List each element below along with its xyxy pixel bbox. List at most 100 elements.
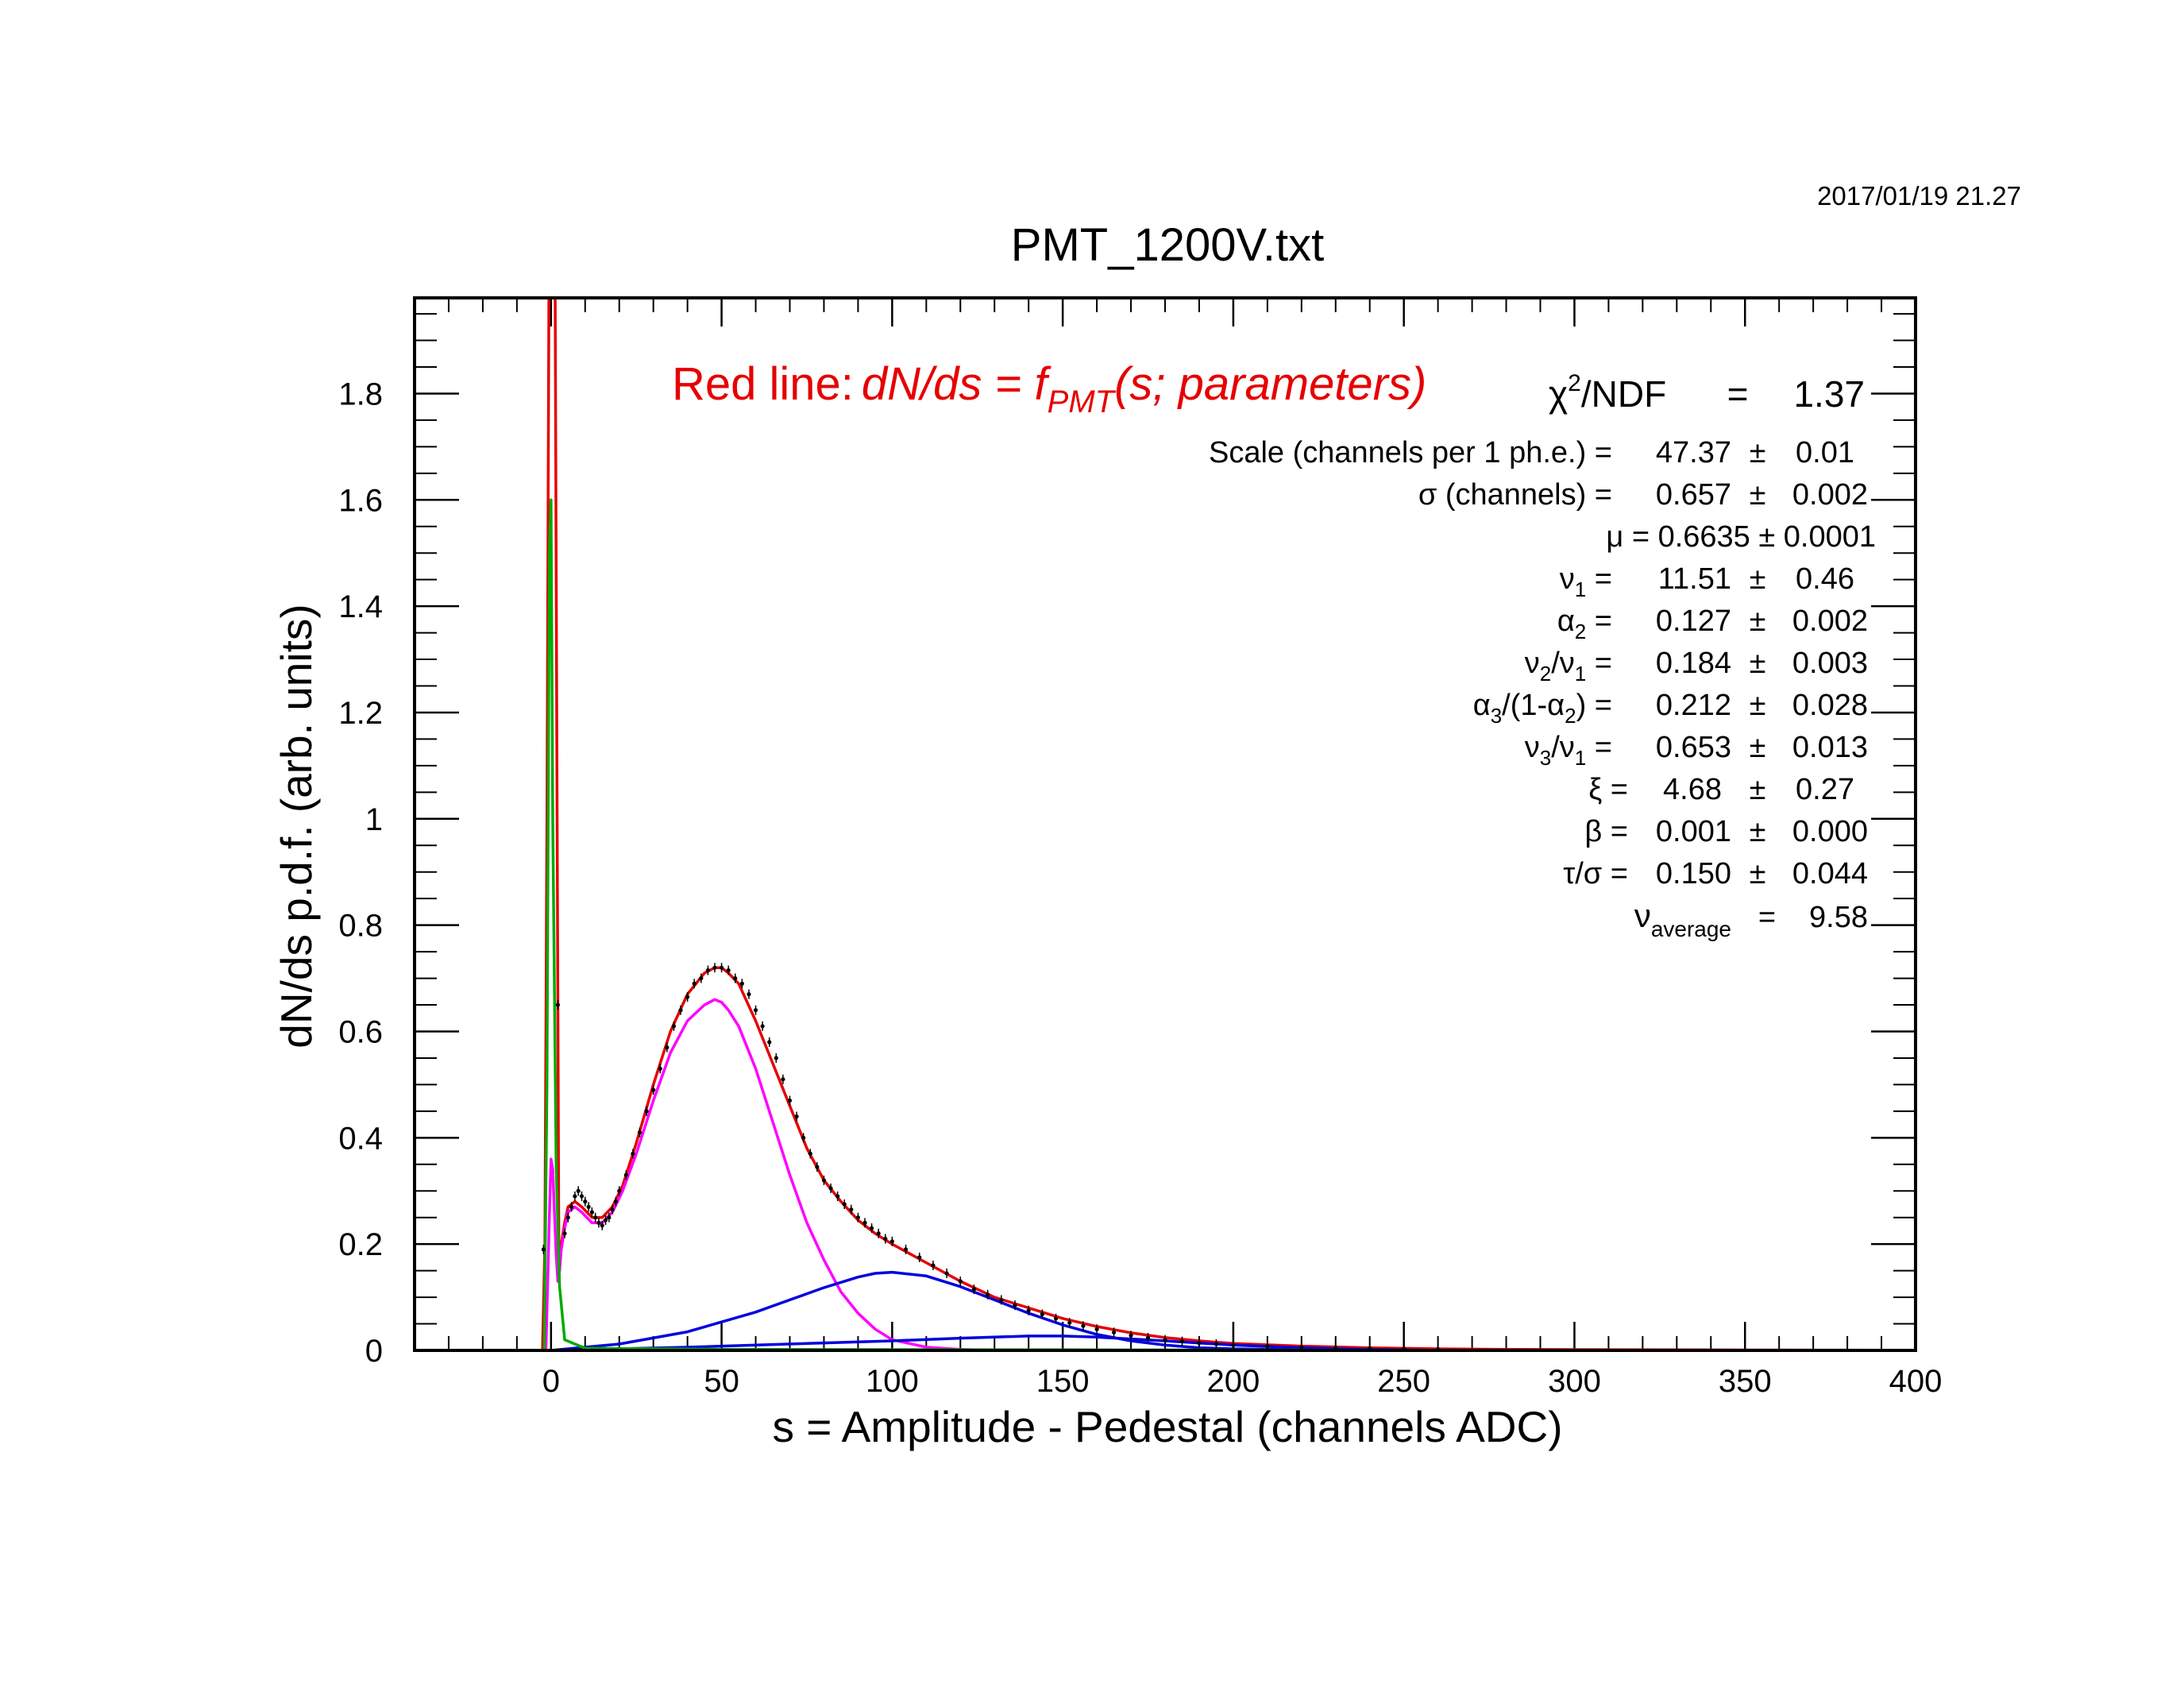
legend-prefix: Red line:: [672, 358, 854, 410]
param-pm: ±: [1750, 605, 1766, 638]
data-point: [1129, 1333, 1133, 1338]
x-tick-label: 0: [542, 1364, 560, 1399]
data-point: [1436, 1347, 1441, 1349]
data-point: [637, 1130, 642, 1135]
param-pm: ±: [1750, 815, 1766, 848]
data-point: [631, 1151, 635, 1156]
data-point: [613, 1199, 619, 1204]
y-tick-label: 0.8: [338, 909, 383, 944]
param-sub2: 2: [1565, 704, 1576, 728]
x-tick-label: 400: [1889, 1364, 1943, 1399]
data-point: [600, 1223, 604, 1228]
param-err: 0.013: [1792, 731, 1868, 764]
param-sub: 1: [1575, 577, 1586, 601]
data-point: [862, 1220, 867, 1225]
param-pm: ±: [1750, 562, 1766, 596]
param-row: α3/(1-α2) = 0.212 ± 0.028: [1473, 689, 1868, 728]
fit-curves: [541, 299, 1914, 1349]
data-point: [986, 1292, 990, 1297]
param-pm: ±: [1750, 689, 1766, 722]
param-name: ν1 =: [1560, 562, 1612, 601]
legend-formula: dN/ds = fPMT(s; parameters): [862, 358, 1426, 419]
x-tick-label: 200: [1207, 1364, 1260, 1399]
param-sub: 2: [1540, 662, 1551, 686]
y-tick-label: 0.4: [338, 1121, 383, 1156]
param-mid: /ν: [1551, 731, 1575, 764]
param-sub2: 1: [1575, 746, 1586, 770]
chi2-label: /NDF: [1581, 373, 1666, 415]
param-err: 0.002: [1792, 605, 1868, 638]
data-point: [644, 1109, 649, 1114]
chi2-ndf: χ2/NDF: [1549, 370, 1666, 415]
param-row: Scale (channels per 1 ph.e.) = 47.37 ± 0…: [1209, 436, 1854, 469]
chi2-eq: =: [1727, 373, 1749, 415]
data-point: [712, 965, 717, 970]
param-tail: =: [1586, 562, 1612, 596]
data-point: [903, 1247, 909, 1252]
param-name: τ/σ =: [1563, 857, 1628, 890]
nu-average-sub: average: [1651, 917, 1731, 941]
param-pm: ±: [1750, 478, 1766, 512]
y-tick-label: 1.4: [338, 589, 383, 624]
data-point: [767, 1040, 772, 1045]
fit-parameters: Scale (channels per 1 ph.e.) = 47.37 ± 0…: [1209, 436, 1876, 941]
chi2-value: 1.37: [1793, 373, 1865, 415]
data-point: [586, 1204, 591, 1209]
data-point: [849, 1207, 854, 1212]
data-point: [583, 1199, 588, 1204]
param-err: 0.27: [1796, 773, 1854, 806]
y-tick-label: 1.6: [338, 483, 383, 518]
data-point: [1265, 1344, 1270, 1349]
x-tick-label: 300: [1548, 1364, 1601, 1399]
param-value: 47.37: [1656, 436, 1731, 469]
background-curve: [542, 498, 1490, 1349]
nu-average-eq: =: [1758, 901, 1776, 934]
data-point: [589, 1210, 594, 1215]
param-pm: ±: [1750, 436, 1766, 469]
param-tail: =: [1586, 605, 1612, 638]
data-point: [671, 1024, 677, 1029]
param-mid: /(1-α: [1502, 689, 1565, 722]
nu-average-label: νaverage: [1634, 897, 1731, 941]
fit-legend: Red line: dN/ds = fPMT(s; parameters): [672, 358, 1426, 419]
x-tick-label: 350: [1719, 1364, 1772, 1399]
param-row: μ = 0.6635 ± 0.0001: [1606, 520, 1876, 554]
nu-average-symbol: ν: [1634, 897, 1651, 934]
data-point: [726, 968, 731, 973]
data-point: [596, 1220, 601, 1225]
param-row: ν2/ν1 = 0.184 ± 0.003: [1525, 647, 1868, 686]
data-point: [658, 1066, 662, 1071]
x-tick-label: 100: [866, 1364, 919, 1399]
y-tick-labels: 0 0.2 0.4 0.6 0.8 1 1.2 1.4 1.6 1.8: [338, 377, 383, 1369]
data-point: [999, 1297, 1004, 1303]
data-point: [617, 1188, 622, 1193]
y-tick-label: 0.6: [338, 1014, 383, 1049]
data-point: [1026, 1308, 1031, 1313]
data-point: [1179, 1339, 1185, 1344]
param-sub: 3: [1540, 746, 1551, 770]
param-err: 0.01: [1796, 436, 1854, 469]
y-tick-label: 0.2: [338, 1227, 383, 1262]
data-point: [842, 1202, 847, 1207]
param-err: 0.028: [1792, 689, 1868, 722]
legend-formula-head: dN/ds = f: [862, 358, 1052, 410]
data-point: [747, 992, 751, 997]
param-value: 4.68: [1663, 773, 1722, 806]
data-point: [1081, 1323, 1086, 1328]
data-point: [781, 1077, 785, 1082]
data-point: [828, 1186, 833, 1191]
data-point: [815, 1165, 820, 1169]
param-sub: 3: [1491, 704, 1502, 728]
param-row: α2 = 0.127 ± 0.002: [1557, 605, 1868, 643]
data-point: [787, 1098, 793, 1103]
param-name: ν2/ν1 =: [1525, 647, 1612, 686]
data-point: [1013, 1303, 1017, 1308]
param-value: 0.657: [1656, 478, 1731, 512]
param-row: ξ = 4.68 ± 0.27: [1588, 773, 1854, 806]
data-point: [733, 975, 738, 981]
data-point: [1145, 1335, 1151, 1340]
data-point: [565, 1215, 570, 1220]
data-point: [1231, 1342, 1236, 1347]
param-name: β =: [1584, 815, 1628, 848]
param-value: 0.212: [1656, 689, 1731, 722]
